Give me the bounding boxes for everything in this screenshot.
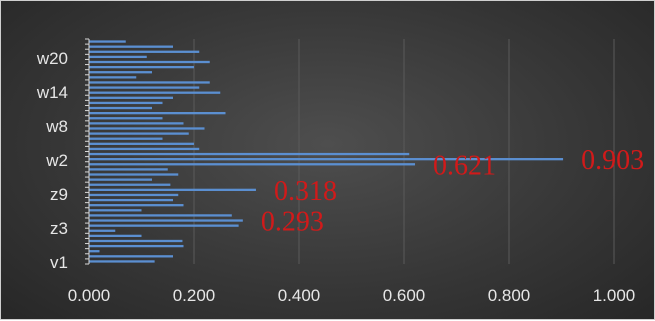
y-tick-label: z9 [50, 185, 68, 204]
bar [89, 158, 564, 161]
y-tick-label: w20 [36, 49, 68, 68]
bar [89, 193, 179, 197]
x-axis-tick-labels: 0.000 0.200 0.400 0.600 0.800 1.000 [68, 286, 636, 305]
gridlines [193, 39, 615, 264]
bar [89, 250, 100, 253]
y-axis-tick-labels: v1 z3 z9 w2 w8 w14 w20 [36, 49, 68, 272]
bar [89, 106, 152, 110]
bar [89, 91, 221, 94]
bar [89, 229, 116, 232]
bar [89, 55, 147, 59]
x-tick-label: 0.400 [278, 286, 321, 305]
bar [89, 173, 179, 176]
bar [89, 152, 410, 156]
bar [89, 214, 232, 217]
data-label: 0.903 [581, 145, 644, 176]
bar [89, 71, 152, 74]
y-axis-ticks [85, 38, 89, 265]
bar [89, 45, 173, 48]
bar [89, 147, 200, 151]
bars [89, 40, 564, 263]
bar [89, 183, 171, 186]
y-tick-label: v1 [50, 253, 68, 272]
bar [89, 137, 163, 140]
y-tick-label: w8 [45, 117, 68, 136]
x-tick-label: 0.600 [383, 286, 426, 305]
y-tick-label: z3 [50, 219, 68, 238]
bar [89, 224, 239, 227]
bar [89, 65, 194, 69]
x-tick-label: 0.800 [488, 286, 531, 305]
bar [89, 188, 256, 192]
bar [89, 81, 210, 84]
bar [89, 132, 189, 135]
x-tick-label: 0.200 [173, 286, 216, 305]
bar [89, 163, 416, 166]
bar [89, 209, 142, 212]
data-label: 0.293 [261, 207, 324, 238]
bar [89, 260, 155, 263]
bar [89, 168, 168, 171]
bar [89, 127, 205, 130]
data-label: 0.621 [433, 150, 496, 181]
bar [89, 86, 200, 89]
bar [89, 122, 184, 125]
bar [89, 239, 183, 243]
bar [89, 178, 152, 181]
bar [89, 142, 194, 145]
bar [89, 50, 200, 53]
bar [89, 101, 163, 105]
bar [89, 76, 137, 79]
bar [89, 244, 184, 248]
x-tick-label: 0.000 [68, 286, 111, 305]
bar [89, 204, 184, 207]
bar [89, 111, 226, 115]
bar [89, 219, 243, 222]
bar [89, 40, 126, 43]
y-tick-label: w14 [36, 83, 68, 102]
y-tick-label: w2 [45, 151, 68, 170]
data-label: 0.318 [274, 176, 337, 207]
x-tick-label: 1.000 [593, 286, 636, 305]
bar [89, 96, 173, 99]
bar [89, 198, 173, 202]
bar [89, 60, 210, 64]
bar [89, 117, 163, 120]
bar [89, 255, 173, 258]
bar [89, 234, 142, 238]
